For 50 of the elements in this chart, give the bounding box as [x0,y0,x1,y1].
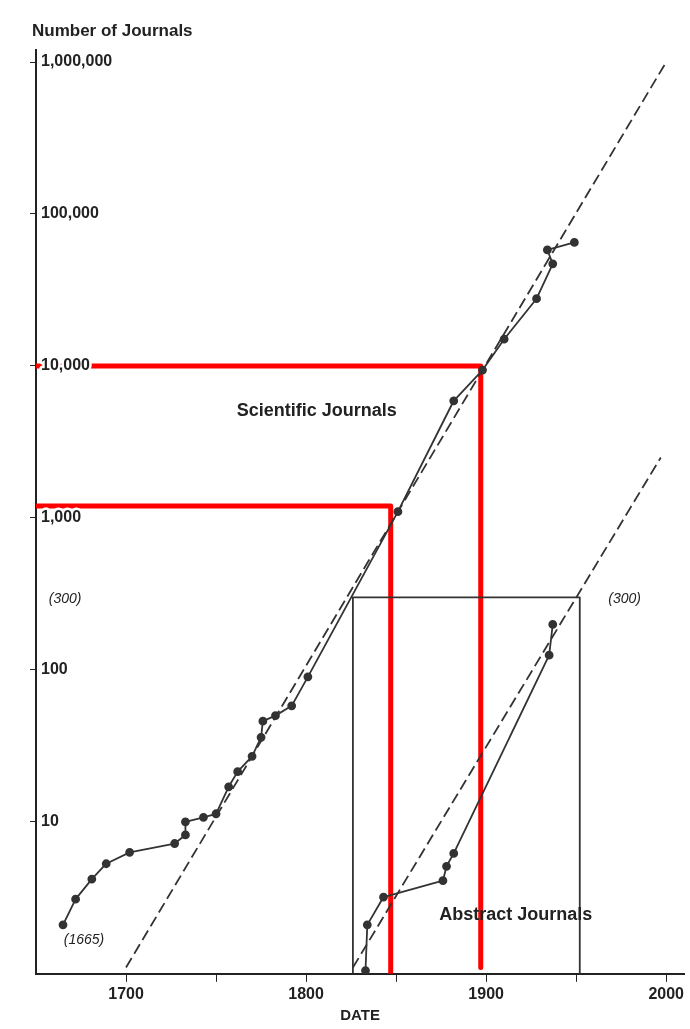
x-axis-title: DATE [340,1006,380,1024]
point [247,751,257,761]
point [181,817,190,827]
x-tick-label: 2000 [648,984,685,1002]
point [478,365,487,375]
point [449,848,459,858]
point [71,894,81,904]
point [303,672,313,682]
point [58,920,68,930]
point [101,859,111,869]
y-tick-label: 100 [41,660,68,678]
point [362,920,372,930]
y-tick-label: 10 [41,812,59,830]
point [532,294,541,304]
point [199,812,208,822]
annotation: (300) [608,589,641,606]
point [548,620,558,629]
point [361,966,370,974]
point [438,876,448,886]
point [224,782,234,792]
y-tick-label: 1,000 [41,508,82,526]
point [87,874,97,884]
point [258,716,268,726]
y-tick-label: 1,000,000 [41,52,113,70]
point [569,238,579,247]
point [287,701,297,711]
point [542,245,552,255]
y-axis-title: Number of Journals [32,21,193,41]
point [442,861,451,871]
x-tick-label: 1800 [288,984,324,1002]
point [233,767,243,777]
x-tick-label: 1900 [468,984,505,1002]
y-tick-label: 100,000 [41,204,99,222]
point [125,847,135,857]
point [548,259,558,269]
y-tick-label: 10,000 [41,356,91,374]
annotation: (1665) [63,931,105,948]
x-tick-label: 1700 [108,984,144,1002]
point [181,830,190,840]
point [256,732,266,742]
point [499,334,509,344]
point [379,892,388,902]
point [211,809,221,819]
point [271,711,280,721]
annotation: Scientific Journals [236,400,397,421]
annotation: (300) [48,589,82,606]
point [393,507,403,517]
point [544,650,554,660]
point [449,396,459,406]
point [170,839,180,848]
